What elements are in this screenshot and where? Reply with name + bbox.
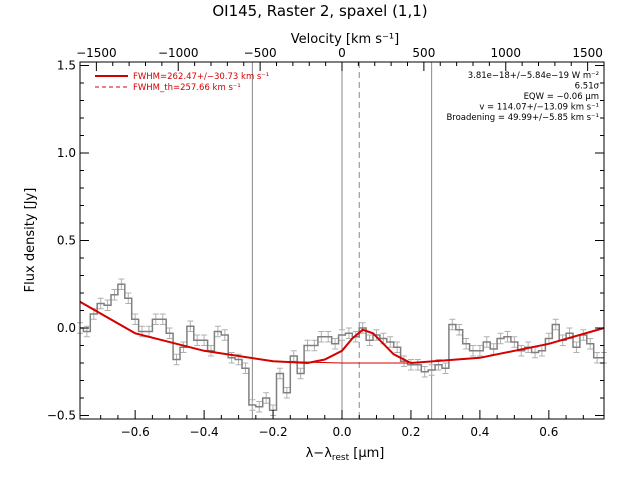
legend-label: FWHM_th=257.66 km s⁻¹ (133, 83, 241, 93)
fit-annotation: EQW = −0.06 μm (524, 92, 599, 102)
fit-annotation: 3.81e−18+/−5.84e−19 W m⁻² (468, 71, 599, 81)
x-axis-label-unit: [μm] (349, 446, 384, 461)
y-tick-label: −0.5 (47, 409, 76, 423)
x-tick-label: 0.2 (401, 425, 420, 439)
y-tick-label: 0.0 (57, 321, 76, 335)
top-tick-label: 500 (412, 46, 435, 60)
y-axis-label: Flux density [Jy] (23, 188, 38, 293)
x-tick-label: 0.0 (332, 425, 351, 439)
x-tick-label: 0.4 (470, 425, 489, 439)
fit-annotation: v = 114.07+/−13.09 km s⁻¹ (479, 103, 599, 113)
y-tick-label: 1.0 (57, 146, 76, 160)
fit-annotation: 6.51σ (575, 82, 600, 92)
top-tick-label: −1500 (76, 46, 117, 60)
x-axis-label-sub: rest (332, 453, 350, 463)
y-tick-label: 1.5 (57, 59, 76, 73)
y-tick-label: 0.5 (57, 234, 76, 248)
axis-ticks: −0.6 −0.4 −0.2 0.0 0.2 0.4 0.6 −0.5 0.0 0.5 1.0 1.5… (47, 46, 604, 439)
x-axis-label-main: λ−λ (306, 446, 333, 461)
top-tick-label: −500 (244, 46, 277, 60)
x-tick-label: −0.6 (121, 425, 150, 439)
legend-label: FWHM=262.47+/−30.73 km s⁻¹ (133, 72, 269, 82)
x-axis-label: λ−λrest [μm] (306, 446, 385, 463)
chart-title: OI145, Raster 2, spaxel (1,1) (212, 2, 427, 20)
x-tick-label: −0.4 (190, 425, 219, 439)
top-axis-label: Velocity [km s⁻¹] (291, 32, 399, 47)
top-tick-label: 0 (338, 46, 346, 60)
plot-frame (79, 61, 605, 420)
top-tick-label: 1500 (572, 46, 603, 60)
x-tick-label: 0.6 (539, 425, 558, 439)
fit-line (79, 300, 605, 365)
top-tick-label: −1000 (158, 46, 199, 60)
legend: FWHM=262.47+/−30.73 km s⁻¹FWHM_th=257.66… (95, 72, 269, 93)
top-tick-label: 1000 (490, 46, 521, 60)
reference-lines (251, 62, 433, 419)
fit-series (79, 300, 605, 365)
fit-annotation: Broadening = 49.99+/−5.85 km s⁻¹ (446, 113, 599, 123)
x-tick-label: −0.2 (258, 425, 287, 439)
